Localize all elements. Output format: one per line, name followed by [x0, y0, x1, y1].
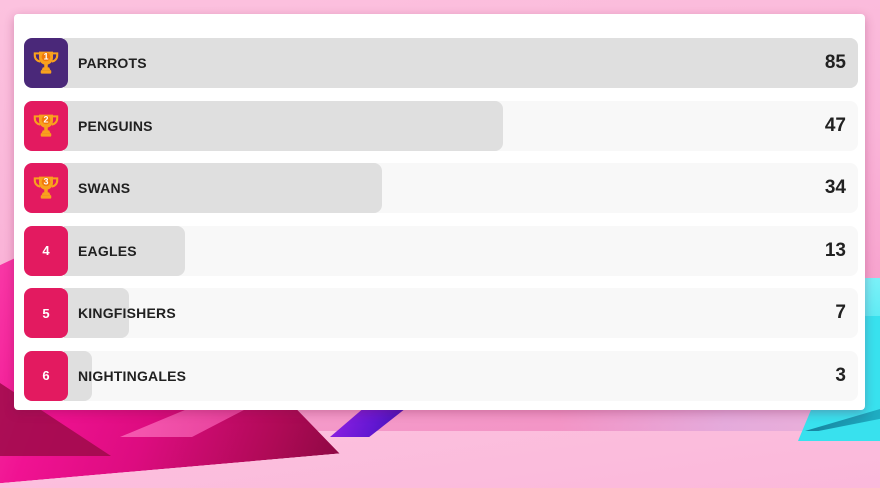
score-bar-fill [64, 38, 858, 88]
score-bar-fill [64, 100, 504, 151]
rank-number: 2 [43, 114, 49, 124]
score-bar-track: KINGFISHERS 7 [64, 288, 858, 338]
wallpaper-lilac-sheen [560, 407, 860, 431]
wallpaper-teal-streak [805, 409, 880, 431]
trophy-icon: 2 [32, 111, 60, 141]
score-bar-track: PENGUINS 47 [64, 100, 858, 151]
score-value: 7 [835, 302, 846, 323]
score-value: 3 [835, 364, 846, 386]
rank-number: 3 [43, 176, 49, 187]
leaderboard-card: 1 PARROTS 85 2 [14, 14, 865, 410]
rank-badge: 1 [24, 38, 68, 88]
team-name: KINGFISHERS [78, 305, 176, 321]
rank-number: 1 [43, 51, 49, 62]
leaderboard-row-1: 1 PARROTS 85 [24, 38, 858, 88]
wallpaper-cyan-edge [863, 278, 880, 431]
rank-badge: 3 [24, 163, 68, 213]
score-bar-track: PARROTS 85 [64, 38, 858, 88]
rank-number: 5 [42, 305, 50, 321]
leaderboard-row-4: 4 EAGLES 13 [24, 225, 858, 276]
rank-badge: 5 [24, 288, 68, 338]
score-bar-track: SWANS 34 [64, 163, 858, 213]
rank-number: 6 [42, 368, 50, 383]
leaderboard-row-6: 6 NIGHTINGALES 3 [24, 350, 858, 401]
rank-badge: 4 [24, 225, 68, 276]
trophy-icon: 3 [32, 173, 60, 203]
leaderboard-row-5: 5 KINGFISHERS 7 [24, 288, 858, 338]
score-value: 13 [824, 239, 846, 261]
leaderboard-row-2: 2 PENGUINS 47 [24, 100, 858, 151]
team-name: PARROTS [78, 55, 147, 71]
rank-badge: 6 [24, 350, 68, 401]
team-name: SWANS [78, 180, 131, 196]
score-bar-track: NIGHTINGALES 3 [64, 350, 858, 401]
score-value: 47 [824, 114, 846, 136]
team-name: PENGUINS [78, 117, 153, 134]
score-bar-fill [64, 163, 382, 213]
score-value: 34 [824, 177, 846, 198]
score-bar-track: EAGLES 13 [64, 225, 858, 276]
rank-number: 4 [42, 243, 50, 258]
leaderboard-row-3: 3 SWANS 34 [24, 163, 858, 213]
team-name: EAGLES [78, 242, 137, 259]
rank-badge: 2 [24, 100, 68, 151]
trophy-icon: 1 [32, 48, 60, 78]
team-name: NIGHTINGALES [78, 367, 187, 384]
score-value: 85 [824, 52, 846, 73]
